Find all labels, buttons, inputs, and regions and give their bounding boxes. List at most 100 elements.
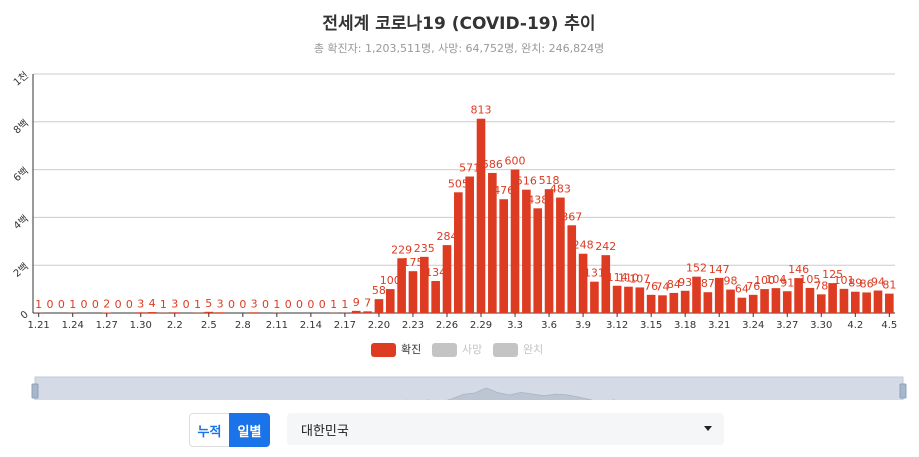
data-label: 518 — [539, 174, 560, 187]
data-label: 284 — [436, 230, 457, 243]
x-tick-label: 1.30 — [130, 320, 152, 331]
bar — [590, 281, 599, 313]
bar — [862, 292, 871, 313]
data-label: 476 — [493, 184, 514, 197]
bar — [363, 311, 372, 313]
slider-area — [404, 387, 616, 400]
x-tick-label: 3.6 — [541, 320, 557, 331]
data-label: 586 — [482, 158, 503, 171]
legend-swatch[interactable] — [371, 343, 396, 357]
data-label: 3 — [137, 297, 144, 310]
bar — [533, 208, 543, 313]
bar — [374, 299, 384, 313]
data-label: 0 — [228, 298, 235, 311]
x-tick-label: 2.20 — [368, 320, 390, 331]
legend-swatch[interactable] — [493, 343, 518, 357]
x-tick-label: 3.9 — [575, 320, 591, 331]
data-label: 100 — [380, 274, 401, 287]
data-label: 2 — [103, 298, 110, 311]
bar — [136, 312, 146, 313]
x-tick-label: 2.11 — [266, 320, 288, 331]
data-label: 0 — [47, 298, 54, 311]
data-label: 0 — [296, 298, 303, 311]
data-label: 86 — [860, 277, 874, 290]
bar — [419, 256, 429, 313]
data-label: 58 — [372, 284, 386, 297]
x-tick-label: 3.12 — [606, 320, 628, 331]
bar — [522, 189, 531, 313]
data-label: 146 — [788, 263, 809, 276]
slider-handle[interactable] — [899, 383, 907, 399]
bar — [147, 312, 157, 313]
bar — [249, 312, 259, 313]
bar — [567, 225, 577, 313]
data-label: 91 — [780, 276, 794, 289]
data-label: 105 — [799, 273, 820, 286]
x-tick-label: 1.27 — [96, 320, 118, 331]
legend-label[interactable]: 사망 — [462, 343, 482, 356]
data-label: 3 — [217, 297, 224, 310]
data-label: 9 — [353, 296, 360, 309]
chart: 전세계 코로나19 (COVID-19) 추이 총 확진자: 1,203,511… — [11, 14, 907, 400]
cumulative-button[interactable]: 누적 — [189, 413, 230, 447]
bar — [885, 293, 894, 313]
data-label: 78 — [814, 279, 828, 292]
caret — [704, 426, 712, 431]
data-label: 0 — [285, 298, 292, 311]
data-label: 0 — [183, 298, 190, 311]
bar — [499, 199, 509, 313]
x-tick-label: 2.5 — [201, 320, 217, 331]
legend-swatch[interactable] — [432, 343, 457, 357]
data-label: 104 — [765, 273, 786, 286]
x-tick-label: 3.30 — [810, 320, 832, 331]
bar — [612, 285, 622, 313]
data-label: 84 — [667, 278, 681, 291]
data-label: 0 — [239, 298, 246, 311]
data-label: 4 — [149, 297, 156, 310]
data-label: 114 — [607, 271, 628, 284]
legend-label[interactable]: 완치 — [523, 343, 543, 356]
y-tick-label: 8백 — [11, 117, 31, 136]
x-tick-label: 3.15 — [640, 320, 662, 331]
x-tick-label: 2.29 — [470, 320, 492, 331]
bar — [748, 294, 758, 313]
data-label: 367 — [561, 210, 582, 223]
data-label: 5 — [205, 297, 212, 310]
x-tick-label: 2.23 — [402, 320, 424, 331]
data-label: 98 — [724, 275, 738, 288]
bar — [544, 189, 554, 313]
data-label: 0 — [81, 298, 88, 311]
x-tick-label: 3.3 — [507, 320, 523, 331]
legend-label[interactable]: 확진 — [401, 343, 421, 356]
y-tick-label: 0 — [19, 309, 31, 322]
data-label: 600 — [505, 155, 526, 168]
chart-title: 전세계 코로나19 (COVID-19) 추이 — [322, 14, 595, 34]
data-label: 0 — [115, 298, 122, 311]
data-label: 516 — [516, 175, 537, 188]
data-label: 0 — [319, 298, 326, 311]
data-label: 175 — [402, 256, 423, 269]
country-select[interactable]: 대한민국 — [287, 413, 724, 445]
bar — [839, 288, 849, 313]
data-label: 94 — [871, 276, 885, 289]
data-label: 134 — [425, 266, 446, 279]
data-label: 1 — [341, 298, 348, 311]
data-label: 813 — [471, 104, 492, 117]
chart-subtitle: 총 확진자: 1,203,511명, 사망: 64,752명, 완치: 246,… — [314, 42, 604, 55]
data-label: 101 — [833, 274, 854, 287]
bar — [578, 253, 588, 313]
bar — [454, 192, 463, 313]
daily-button[interactable]: 일별 — [229, 413, 270, 447]
data-label: 74 — [655, 280, 669, 293]
data-label: 100 — [754, 274, 775, 287]
bar — [476, 118, 486, 314]
data-label: 76 — [644, 280, 658, 293]
slider-handle[interactable] — [31, 383, 39, 399]
data-label: 0 — [307, 298, 314, 311]
bar — [873, 290, 883, 313]
data-label: 76 — [746, 280, 760, 293]
data-label: 0 — [126, 298, 133, 311]
data-label: 248 — [573, 239, 594, 252]
bar — [828, 283, 837, 313]
data-label: 81 — [882, 279, 896, 292]
